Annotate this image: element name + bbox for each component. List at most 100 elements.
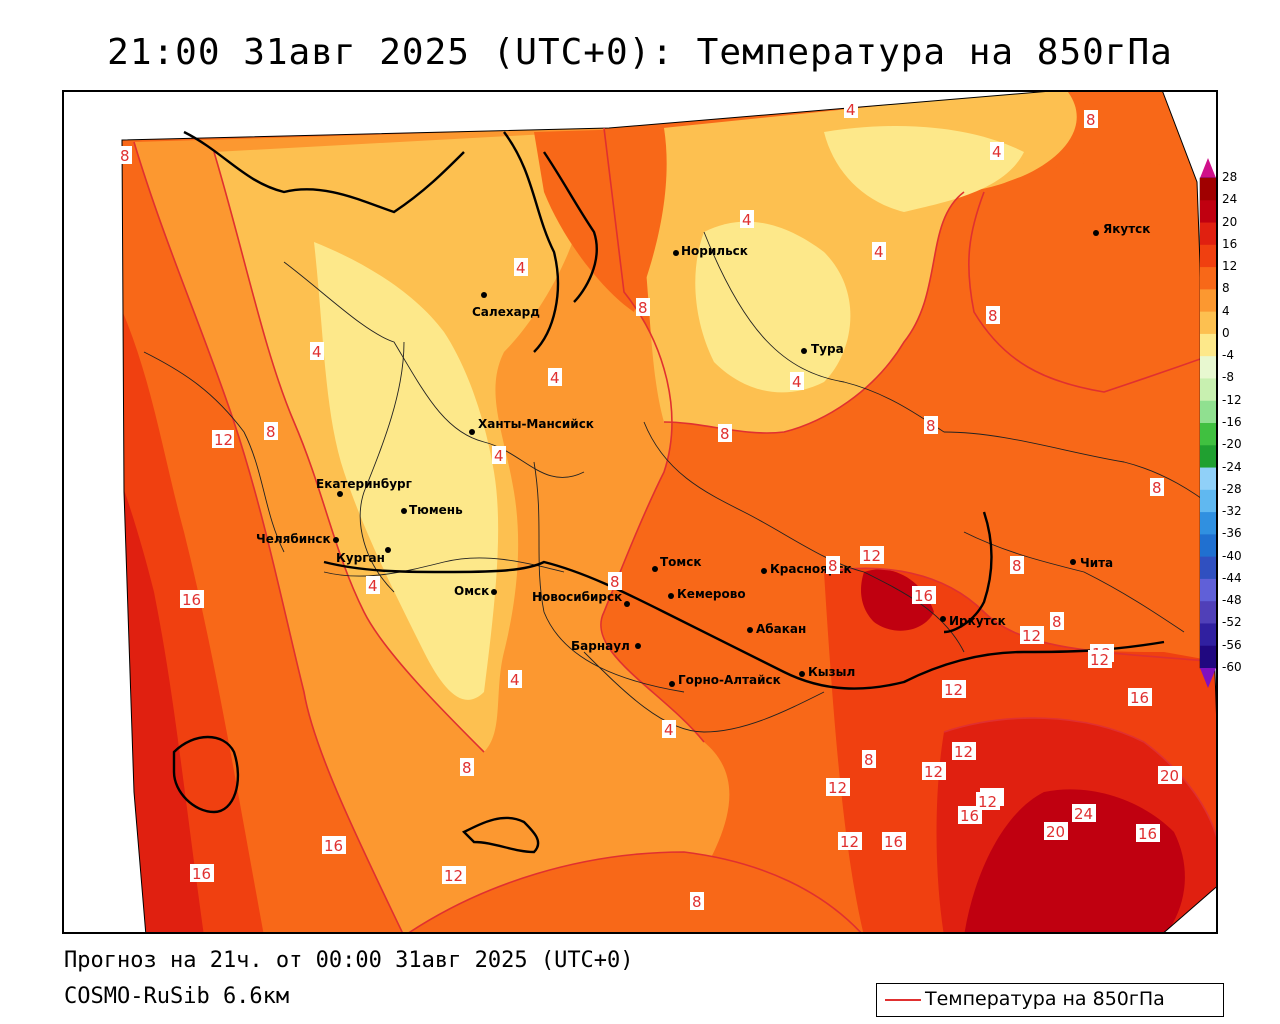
isotherm-label: 12 — [922, 762, 946, 781]
colorbar-step — [1200, 601, 1216, 624]
svg-text:Ханты-Мансийск: Ханты-Мансийск — [478, 417, 594, 431]
city-novosibirsk[interactable]: Новосибирск — [532, 590, 630, 607]
domain-outline — [121, 92, 1216, 932]
svg-text:12: 12 — [862, 547, 881, 565]
model-name: COSMO-RuSib 6.6км — [64, 984, 290, 1009]
city-kemerovo[interactable]: Кемерово — [668, 587, 746, 601]
colorbar-step — [1200, 512, 1216, 535]
isotherm-label: 24 — [1072, 804, 1096, 823]
isotherm-label: 8 — [636, 298, 650, 317]
svg-text:4: 4 — [742, 211, 752, 229]
isotherm-label: 8 — [1150, 478, 1164, 497]
svg-text:Новосибирск: Новосибирск — [532, 590, 622, 604]
isotherm-label: 12 — [952, 742, 976, 761]
colorbar-tick-label: -16 — [1222, 415, 1242, 429]
isotherm-label: 16 — [180, 590, 204, 609]
colorbar-tick-label: -8 — [1222, 370, 1234, 385]
colorbar-tick-label: 24 — [1222, 192, 1238, 207]
svg-text:Тюмень: Тюмень — [409, 503, 463, 517]
svg-text:24: 24 — [1074, 805, 1093, 823]
city-abakan[interactable]: Абакан — [747, 622, 806, 636]
svg-text:8: 8 — [828, 557, 838, 575]
colorbar-tick-label: -32 — [1222, 504, 1242, 519]
svg-text:Кемерово: Кемерово — [677, 587, 746, 601]
svg-text:16: 16 — [884, 833, 903, 851]
svg-text:4: 4 — [664, 721, 674, 739]
isotherm-label: 4 — [310, 342, 324, 361]
svg-text:Горно-Алтайск: Горно-Алтайск — [678, 673, 781, 687]
colorbar-tick-label: -60 — [1222, 660, 1242, 674]
city-irkutsk[interactable]: Иркутск — [940, 614, 1006, 628]
isotherm-label: 16 — [1136, 824, 1160, 843]
colorbar-step — [1200, 489, 1216, 513]
svg-text:8: 8 — [720, 425, 730, 443]
city-chita[interactable]: Чита — [1070, 556, 1113, 570]
colorbar-tick-label: 20 — [1222, 214, 1238, 229]
svg-text:20: 20 — [1160, 767, 1179, 785]
colorbar-step — [1200, 178, 1216, 201]
svg-text:4: 4 — [368, 577, 378, 595]
isotherm-label: 16 — [190, 864, 214, 883]
isotherm-label: 4 — [492, 446, 506, 465]
colorbar-tick-label: -48 — [1222, 593, 1242, 608]
svg-text:8: 8 — [988, 307, 998, 325]
svg-text:4: 4 — [550, 369, 560, 387]
svg-text:8: 8 — [1052, 613, 1062, 631]
svg-text:12: 12 — [444, 867, 463, 885]
svg-text:16: 16 — [324, 837, 343, 855]
svg-text:8: 8 — [1012, 557, 1022, 575]
svg-text:8: 8 — [610, 573, 620, 591]
isotherm-label: 8 — [460, 758, 474, 777]
isotherm-label: 8 — [264, 422, 278, 441]
city-tyumen[interactable]: Тюмень — [401, 503, 463, 517]
colorbar-step — [1200, 623, 1216, 647]
colorbar-step — [1200, 289, 1216, 313]
isotherm-label: 12 — [1020, 626, 1044, 645]
city-chelyabinsk[interactable]: Челябинск — [256, 532, 339, 546]
isotherm-label: 8 — [862, 750, 876, 769]
isotherm-label: 16 — [958, 806, 982, 825]
city-tura[interactable]: Тура — [801, 342, 844, 356]
isotherm-label: 12 — [942, 680, 966, 699]
colorbar-step — [1200, 333, 1216, 357]
svg-text:Екатеринбург: Екатеринбург — [316, 477, 412, 491]
city-barnaul[interactable]: Барнаул — [571, 639, 641, 653]
temperature-map[interactable]: Салехард Норильск Якутск Тура Ханты-Манс… — [62, 90, 1218, 934]
temperature-colorbar — [1199, 158, 1217, 688]
isotherm-label: 8 — [1050, 612, 1064, 631]
svg-text:4: 4 — [792, 373, 802, 391]
svg-text:16: 16 — [1138, 825, 1157, 843]
svg-text:Норильск: Норильск — [681, 244, 748, 258]
svg-text:Омск: Омск — [454, 584, 489, 598]
forecast-info: Прогноз на 21ч. от 00:00 31авг 2025 (UTC… — [64, 948, 634, 973]
colorbar-tick-label: 8 — [1222, 281, 1230, 296]
city-kyzyl[interactable]: Кызыл — [799, 665, 855, 679]
colorbar-tick-label: -56 — [1222, 637, 1242, 652]
svg-text:8: 8 — [1152, 479, 1162, 497]
svg-text:12: 12 — [214, 431, 233, 449]
colorbar-step — [1200, 244, 1216, 268]
colorbar-tick-label: -28 — [1222, 481, 1242, 496]
colorbar-tick-label: -4 — [1222, 348, 1234, 363]
city-tomsk[interactable]: Томск — [652, 555, 702, 572]
isotherm-label: 16 — [882, 832, 906, 851]
city-gorno-altaysk[interactable]: Горно-Алтайск — [669, 673, 781, 687]
colorbar-tick-label: 0 — [1222, 325, 1230, 340]
city-norilsk[interactable]: Норильск — [673, 244, 748, 258]
city-kurgan[interactable]: Курган — [336, 547, 391, 565]
city-khanty-mansiysk[interactable]: Ханты-Мансийск — [469, 417, 594, 435]
city-omsk[interactable]: Омск — [454, 584, 497, 598]
colorbar-step — [1200, 222, 1216, 246]
colorbar-step — [1200, 445, 1216, 469]
city-salekhard[interactable]: Салехард — [472, 292, 540, 319]
svg-text:8: 8 — [120, 147, 130, 165]
isotherm-label: 8 — [718, 424, 732, 443]
isotherm-label: 4 — [514, 258, 528, 277]
isotherm-label: 8 — [986, 306, 1000, 325]
city-yekaterinburg[interactable]: Екатеринбург — [316, 477, 412, 497]
isotherm-label: 20 — [1158, 766, 1182, 785]
city-yakutsk[interactable]: Якутск — [1093, 222, 1150, 236]
isotherm-label: 4 — [990, 142, 1004, 161]
colorbar-step — [1200, 400, 1216, 424]
colorbar-tick-label: 28 — [1222, 170, 1238, 184]
